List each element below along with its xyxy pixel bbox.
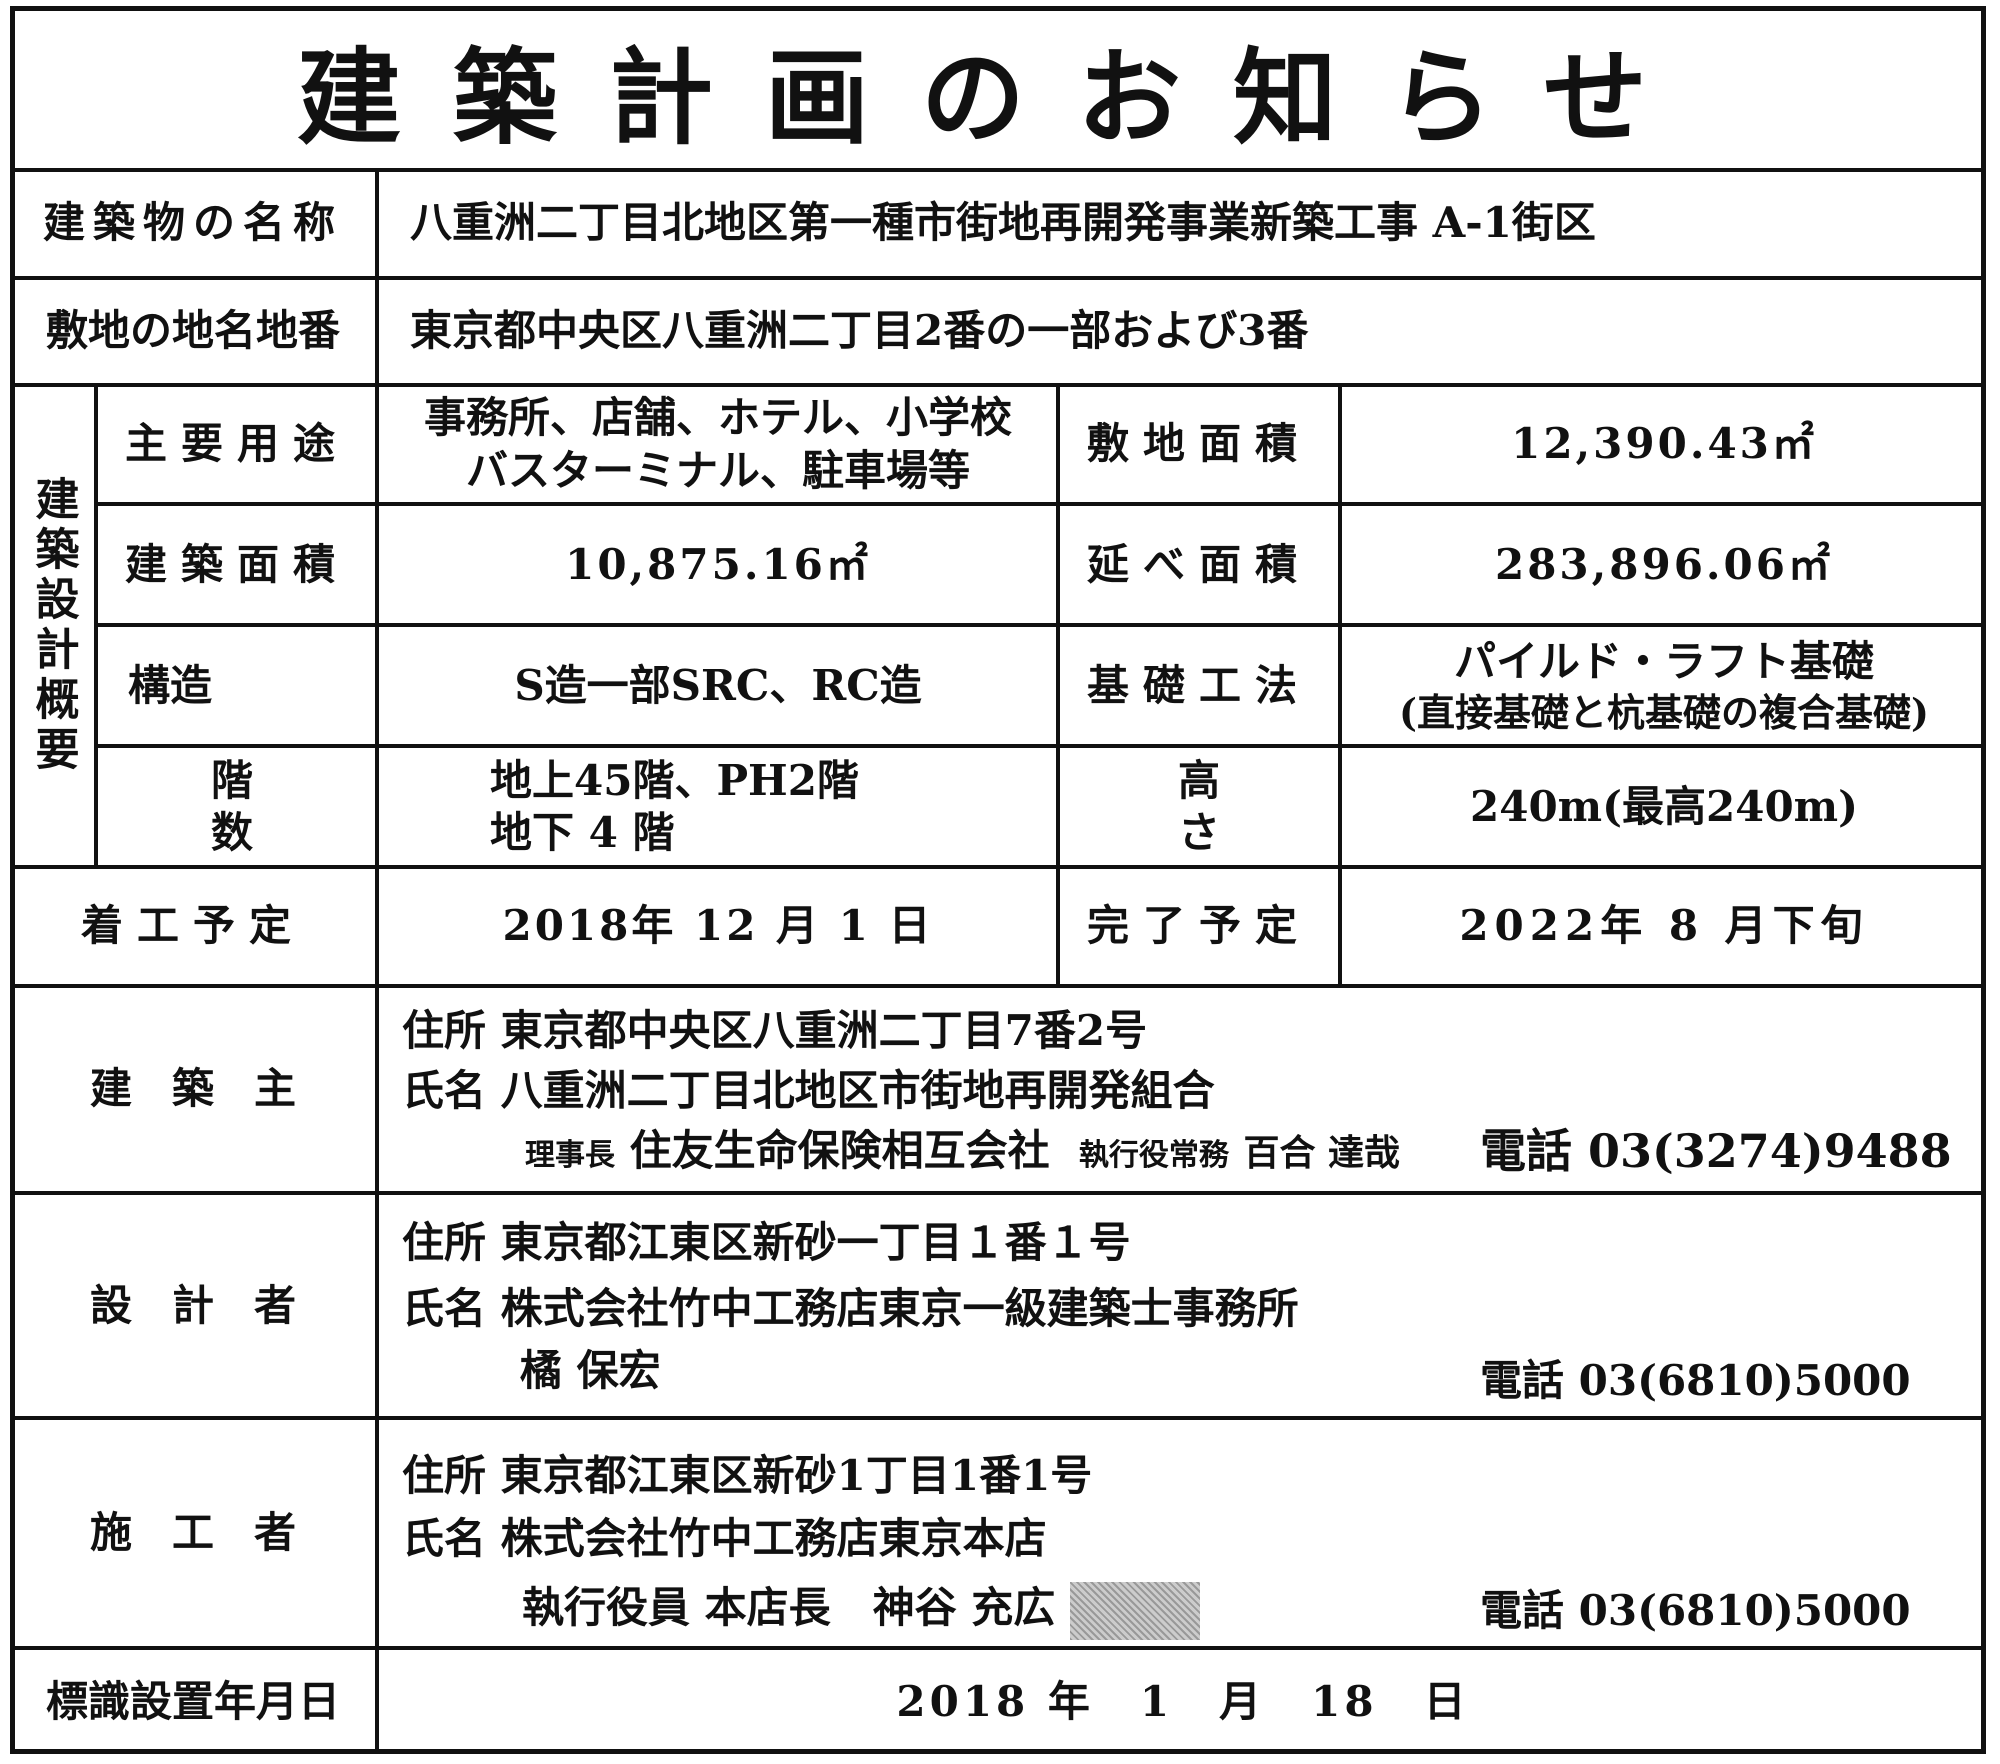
building-area-label: 建築面積: [124, 539, 349, 589]
contractor-phone: 電話 03(6810)5000: [1480, 1590, 1911, 1632]
owner-address-value: 東京都中央区八重洲二丁目7番2号: [500, 1006, 1148, 1055]
contractor-address-label: 住所: [402, 1451, 487, 1500]
designer-address-value: 東京都江東区新砂一丁目１番１号: [500, 1218, 1131, 1267]
phone-value: 03(6810)5000: [1578, 1586, 1911, 1635]
contractor-name-value: 株式会社竹中工務店東京本店: [500, 1514, 1047, 1563]
notice-title: 建築計画のお知らせ: [297, 35, 1699, 159]
posted-date-value: 2018 年 1 月 18 日: [896, 1676, 1470, 1726]
foundation-label: 基礎工法: [1086, 660, 1311, 710]
designer-phone: 電話 03(6810)5000: [1480, 1360, 1911, 1402]
site-area-label: 敷地面積: [1086, 419, 1311, 469]
floors-value: 地上45階、PH2階 地下 4 階: [380, 748, 1056, 866]
height-label: 高さ: [1178, 755, 1371, 858]
divider: [10, 168, 1986, 172]
divider: [96, 502, 1986, 506]
building-area-value: 10,875.16㎡: [565, 539, 871, 589]
building-name-value: 八重洲二丁目北地区第一種市街地再開発事業新築工事 A-1街区: [410, 198, 1596, 248]
site-area-value: 12,390.43㎡: [1511, 419, 1817, 469]
divider: [10, 984, 1986, 988]
contractor-name: 氏名 株式会社竹中工務店東京本店: [402, 1518, 1047, 1560]
foundation-value-line1: パイルド・ラフト基礎: [1453, 637, 1874, 686]
designer-name: 氏名 株式会社竹中工務店東京一級建築士事務所: [402, 1288, 1299, 1330]
floors-label: 階数: [210, 755, 373, 858]
use-value-line2: バスターミナル、駐車場等: [465, 445, 970, 495]
divider: [10, 1416, 1986, 1420]
phone-value: 03(6810)5000: [1578, 1356, 1911, 1405]
posted-date-label: 標識設置年月日: [45, 1676, 340, 1726]
divider: [94, 383, 98, 867]
site-address-label: 敷地の地名地番: [45, 305, 340, 355]
contractor-address-value: 東京都江東区新砂1丁目1番1号: [500, 1451, 1093, 1500]
owner-name-value: 八重洲二丁目北地区市街地再開発組合: [500, 1066, 1215, 1115]
use-label: 主要用途: [124, 419, 349, 469]
foundation-value-line2: (直接基礎と杭基礎の複合基礎): [1399, 689, 1929, 735]
owner-phone: 電話 03(3274)9488: [1480, 1128, 1952, 1174]
divider: [10, 865, 1986, 869]
phone-value: 03(3274)9488: [1588, 1124, 1952, 1178]
divider: [1056, 383, 1060, 986]
phone-label: 電話: [1480, 1356, 1565, 1405]
divider: [10, 1191, 1986, 1195]
phone-label: 電話: [1480, 1586, 1565, 1635]
design-summary-label: 建築設計概要: [27, 476, 79, 776]
exec-name: 百合 達哉: [1243, 1132, 1401, 1174]
floors-value-line1: 地上45階、PH2階: [490, 755, 859, 805]
floors-value-line2: 地下 4 階: [490, 808, 675, 857]
designer-label: 設計者: [89, 1280, 336, 1330]
designer-person: 橘 保宏: [520, 1346, 661, 1395]
divider: [375, 168, 379, 1754]
contractor-address: 住所 東京都江東区新砂1丁目1番1号: [402, 1455, 1092, 1497]
redacted-stamp: [1069, 1582, 1200, 1640]
divider: [1338, 383, 1342, 986]
owner-address: 住所 東京都中央区八重洲二丁目7番2号: [402, 1010, 1147, 1052]
use-value: 事務所、店舗、ホテル、小学校 バスターミナル、駐車場等: [380, 386, 1056, 503]
exec-title: 執行役常務: [1078, 1138, 1229, 1173]
owner-name-label: 氏名: [402, 1066, 487, 1115]
divider: [96, 623, 1986, 627]
contractor-name-label: 氏名: [402, 1514, 487, 1563]
divider: [10, 1646, 1986, 1650]
structure-label-text: 構造: [128, 660, 213, 710]
foundation-value: パイルド・ラフト基礎 (直接基礎と杭基礎の複合基礎): [1342, 627, 1986, 745]
start-value: 2018年 12 月 1 日: [502, 901, 934, 951]
site-address-value: 東京都中央区八重洲二丁目2番の一部および3番: [410, 305, 1309, 355]
owner-representative: 理事長 住友生命保険相互会社 執行役常務 百合 達哉: [525, 1130, 1400, 1172]
completion-label: 完了予定: [1086, 901, 1311, 951]
notice-board: [10, 6, 1986, 1754]
owner-address-label: 住所: [402, 1006, 487, 1055]
designer-address-label: 住所: [402, 1218, 487, 1267]
divider: [10, 276, 1986, 280]
designer-name-label: 氏名: [402, 1284, 487, 1333]
total-floor-area-label: 延べ面積: [1086, 539, 1311, 589]
contractor-person: 執行役員 本店長 神谷 充広: [522, 1582, 1200, 1640]
total-floor-area-value: 283,896.06㎡: [1494, 539, 1834, 589]
divider: [96, 744, 1986, 748]
building-name-label: 建築物の名称: [42, 198, 343, 248]
use-value-line1: 事務所、店舗、ホテル、小学校: [423, 393, 1012, 442]
designer-name-value: 株式会社竹中工務店東京一級建築士事務所: [500, 1284, 1299, 1333]
chair-title: 理事長: [525, 1138, 615, 1173]
designer-address: 住所 東京都江東区新砂一丁目１番１号: [402, 1222, 1131, 1264]
divider: [10, 383, 1986, 387]
completion-value: 2022年 8 月下旬: [1459, 901, 1869, 951]
chair-org: 住友生命保険相互会社: [629, 1126, 1050, 1175]
owner-label: 建築主: [89, 1064, 336, 1114]
structure-label: 構造: [98, 627, 376, 745]
contractor-label: 施工者: [89, 1508, 336, 1558]
start-label: 着工予定: [80, 901, 305, 951]
contractor-person-text: 執行役員 本店長 神谷 充広: [522, 1583, 1056, 1632]
structure-value: S造一部SRC、RC造: [514, 660, 922, 710]
height-value: 240m(最高240m): [1470, 781, 1858, 831]
phone-label: 電話: [1480, 1124, 1572, 1178]
owner-name: 氏名 八重洲二丁目北地区市街地再開発組合: [402, 1070, 1215, 1112]
